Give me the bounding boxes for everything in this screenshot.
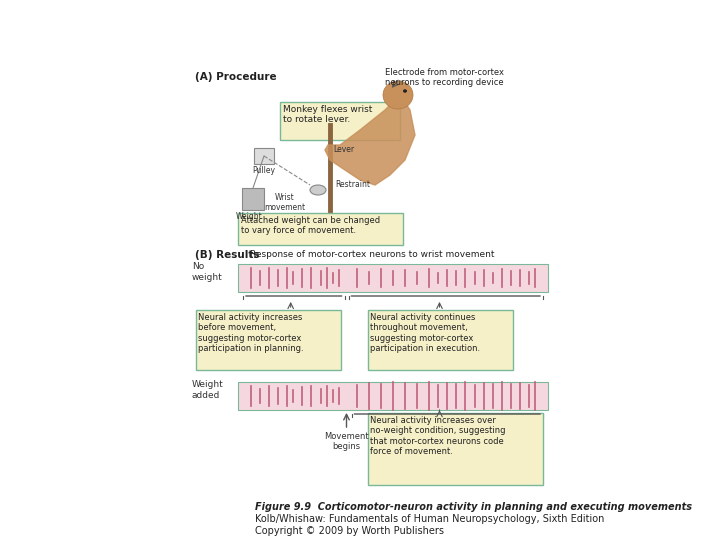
Ellipse shape [310,185,326,195]
Text: Attached weight can be changed
to vary force of movement.: Attached weight can be changed to vary f… [241,216,380,235]
Text: Copyright © 2009 by Worth Publishers: Copyright © 2009 by Worth Publishers [255,526,444,536]
Polygon shape [325,95,415,185]
FancyBboxPatch shape [280,102,400,140]
Ellipse shape [403,89,407,93]
Text: (B) Results: (B) Results [195,250,259,260]
Text: Movement
begins: Movement begins [324,432,369,451]
Text: Weight
added: Weight added [192,380,224,400]
Text: Kolb/Whishaw: Fundamentals of Human Neuropsychology, Sixth Edition: Kolb/Whishaw: Fundamentals of Human Neur… [255,514,604,524]
Text: Wrist
movement: Wrist movement [264,193,305,212]
FancyBboxPatch shape [238,382,548,410]
Text: Electrode from motor-cortex
neurons to recording device: Electrode from motor-cortex neurons to r… [385,68,504,87]
FancyBboxPatch shape [368,310,513,370]
Text: Pulley: Pulley [252,166,275,175]
Text: Neural activity continues
throughout movement,
suggesting motor-cortex
participa: Neural activity continues throughout mov… [370,313,480,353]
Text: Figure 9.9  Corticomotor-neuron activity in planning and executing movements: Figure 9.9 Corticomotor-neuron activity … [255,502,692,512]
Text: Neural activity increases
before movement,
suggesting motor-cortex
participation: Neural activity increases before movemen… [198,313,304,353]
FancyBboxPatch shape [254,148,274,164]
FancyBboxPatch shape [368,413,543,485]
Text: Monkey flexes wrist
to rotate lever.: Monkey flexes wrist to rotate lever. [283,105,372,124]
Ellipse shape [383,81,413,109]
Text: Neural activity increases over
no-weight condition, suggesting
that motor-cortex: Neural activity increases over no-weight… [370,416,505,456]
FancyBboxPatch shape [238,213,403,245]
Text: Restraint: Restraint [335,180,370,189]
Text: Weight: Weight [236,212,263,221]
FancyBboxPatch shape [242,188,264,210]
Text: Response of motor-cortex neurons to wrist movement: Response of motor-cortex neurons to wris… [250,250,495,259]
Text: (A) Procedure: (A) Procedure [195,72,276,82]
Text: Lever: Lever [333,145,354,154]
Text: No
weight: No weight [192,262,222,282]
FancyBboxPatch shape [238,264,548,292]
FancyBboxPatch shape [196,310,341,370]
